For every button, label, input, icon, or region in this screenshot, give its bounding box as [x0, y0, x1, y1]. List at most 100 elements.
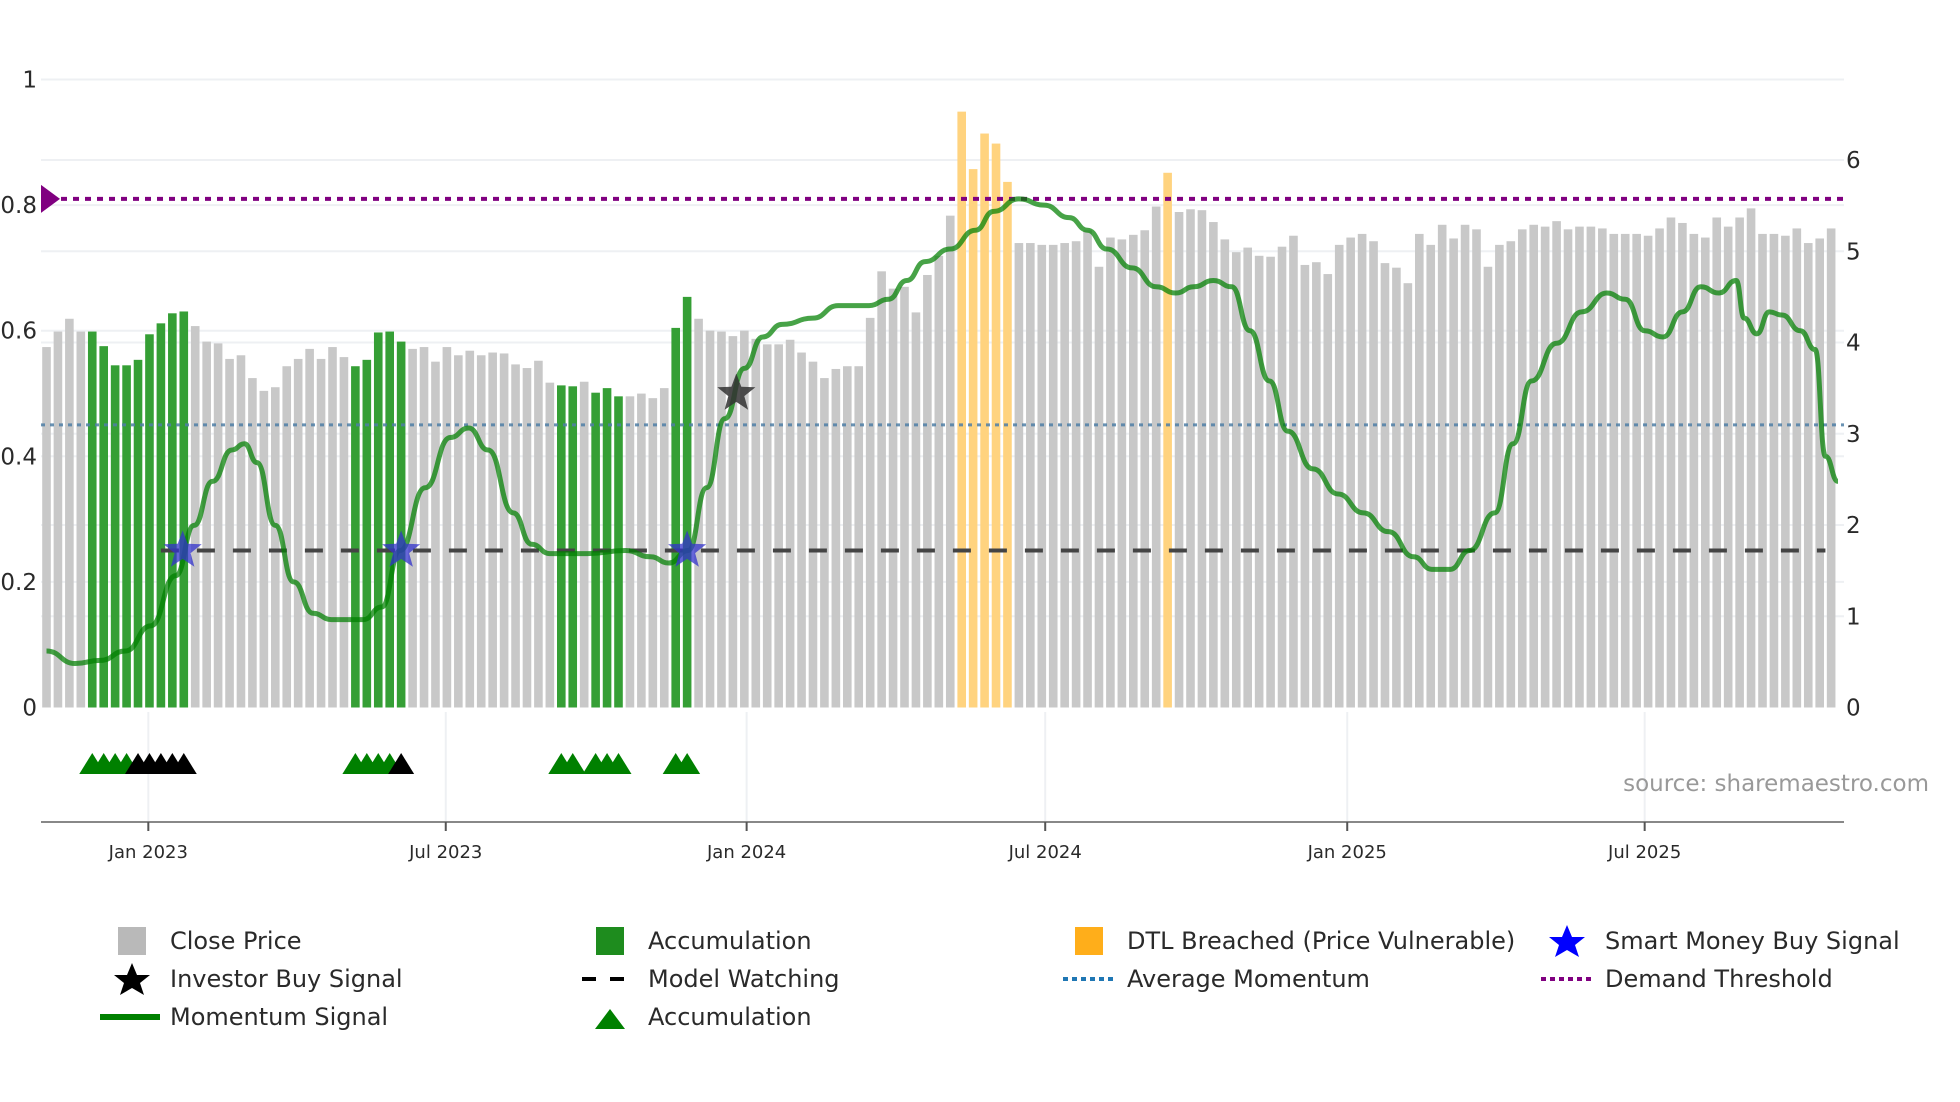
close-price-bar [328, 347, 337, 708]
close-price-bar [213, 343, 223, 708]
close-price-bar [717, 331, 726, 708]
close-price-bar [877, 271, 886, 708]
close-price-bar [1403, 283, 1413, 708]
x-tick-label: Jul 2025 [1607, 842, 1681, 863]
close-price-bar [1529, 224, 1538, 708]
close-price-bar [1815, 238, 1824, 708]
close-price-bar [934, 255, 944, 708]
close-price-bar [1266, 256, 1275, 708]
close-price-bar [1666, 217, 1676, 708]
x-tick-label: Jul 2023 [408, 842, 482, 863]
close-price-bar [1792, 228, 1802, 708]
dtl-breached-bar [968, 169, 978, 708]
close-price-bar [751, 338, 761, 708]
legend: Close Price Accumulation DTL Breached (Pri… [0, 915, 1960, 1045]
y-left-tick-label: 0.8 [0, 193, 37, 219]
close-price-bar [476, 355, 486, 708]
legend-line-icon [100, 1014, 160, 1020]
close-price-bar [1014, 243, 1024, 708]
demand-threshold-marker [41, 184, 60, 213]
accumulation-bar [168, 313, 177, 708]
x-tick-label: Jan 2023 [108, 842, 188, 863]
close-price-bar [465, 350, 475, 708]
close-price-bar [42, 347, 51, 708]
close-price-bar [545, 382, 555, 708]
close-price-bar [843, 366, 852, 708]
close-price-bar [797, 352, 806, 708]
close-price-bar [1415, 233, 1424, 708]
accumulation-bar [99, 346, 108, 708]
legend-label: DTL Breached (Price Vulnerable) [1127, 927, 1516, 955]
close-price-bar [442, 347, 452, 708]
close-price-bar [488, 352, 497, 708]
close-price-bar [1723, 226, 1733, 708]
close-price-bar [911, 312, 921, 708]
close-price-bar [65, 318, 74, 708]
legend-square-icon [596, 927, 624, 955]
close-price-bar [236, 355, 246, 708]
investor-buy-signal-star [717, 373, 756, 410]
dtl-breached-bar [1003, 181, 1012, 708]
close-price-bar [202, 341, 211, 708]
close-price-bar [740, 330, 749, 708]
close-price-bar [1643, 235, 1653, 708]
close-price-bar [1048, 244, 1058, 708]
close-price-bar [1197, 210, 1207, 708]
accumulation-bar [351, 366, 360, 708]
close-price-bar [1254, 255, 1264, 708]
close-price-bar [76, 331, 86, 708]
close-price-bar [1712, 217, 1722, 708]
x-tick-label: Jan 2024 [706, 842, 786, 863]
close-price-bar [1392, 267, 1401, 708]
legend-dot-icon [1541, 977, 1593, 981]
close-price-bar [659, 388, 669, 708]
legend-label: Accumulation [648, 1003, 812, 1031]
y-left-tick-label: 0.2 [0, 570, 37, 596]
legend-star-icon [1549, 925, 1585, 957]
y-left-tick-label: 0 [22, 696, 37, 722]
close-price-bar [1803, 243, 1813, 708]
close-price-bar [1117, 239, 1127, 708]
y-right-tick-label: 0 [1846, 696, 1861, 722]
accumulation-bar [110, 365, 120, 708]
x-tick-label: Jan 2025 [1307, 842, 1387, 863]
legend-dot-icon [1063, 977, 1115, 981]
close-price-bar [579, 381, 589, 708]
accumulation-bar [682, 296, 692, 708]
close-price-bar [831, 368, 841, 708]
smart-money-buy-signal-star [382, 530, 421, 567]
close-price-bar [1026, 243, 1035, 708]
dtl-breached-bar [980, 133, 989, 708]
close-price-bar [1357, 233, 1367, 708]
close-price-bar [1346, 237, 1355, 708]
close-price-bar [774, 344, 783, 708]
close-price-bar [808, 361, 818, 708]
close-price-bar [1186, 209, 1195, 708]
close-price-bar [785, 339, 795, 708]
dtl-breached-bar [957, 111, 966, 708]
accumulation-bar [133, 359, 143, 708]
legend-square-icon [118, 927, 146, 955]
close-price-bar [1231, 252, 1241, 708]
close-price-bar [1129, 234, 1138, 708]
close-price-bar [1300, 264, 1310, 708]
accumulation-bar [373, 332, 383, 708]
close-price-bar [1426, 244, 1436, 708]
close-price-bar [1609, 233, 1619, 708]
close-price-bar [1586, 226, 1596, 708]
close-price-bar [865, 317, 875, 708]
close-price-bar [499, 353, 509, 708]
close-price-bar [534, 360, 543, 708]
accumulation-triangle [605, 753, 632, 774]
legend-dash-icon [582, 977, 638, 981]
legend-label: Close Price [170, 927, 302, 955]
close-price-bar [248, 378, 257, 708]
accumulation-bar [396, 341, 406, 708]
close-price-bar [1094, 266, 1104, 708]
close-price-bar [1037, 244, 1047, 708]
close-price-bar [225, 358, 234, 708]
close-price-bar [271, 387, 280, 708]
accumulation-bar [671, 327, 680, 708]
close-price-bar [1334, 244, 1344, 708]
accumulation-triangle [170, 753, 197, 774]
